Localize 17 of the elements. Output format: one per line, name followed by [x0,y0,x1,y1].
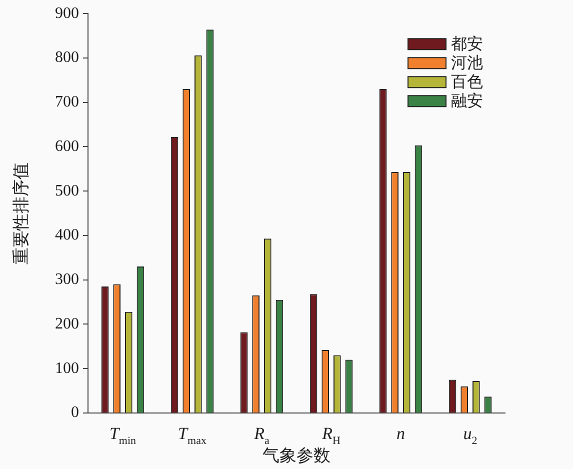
legend-label: 百色 [451,74,483,91]
y-tick-label: 200 [55,315,79,332]
y-tick-label: 400 [55,226,79,244]
x-axis-title: 气象参数 [262,446,330,465]
x-tick-label: n [396,424,405,443]
y-tick-label: 300 [55,271,79,288]
legend-label: 融安 [451,92,483,110]
y-tick-label: 600 [55,138,79,155]
y-tick-label: 900 [55,4,79,22]
y-axis-title: 重要性排序值 [11,162,30,264]
y-tick-label: 800 [55,49,79,66]
legend-label: 河池 [451,54,483,72]
y-tick-label: 100 [55,360,79,377]
y-tick-label: 700 [55,94,79,111]
legend-label: 都安 [451,34,483,53]
y-tick-label: 0 [71,404,79,422]
y-tick-label: 500 [55,182,79,200]
